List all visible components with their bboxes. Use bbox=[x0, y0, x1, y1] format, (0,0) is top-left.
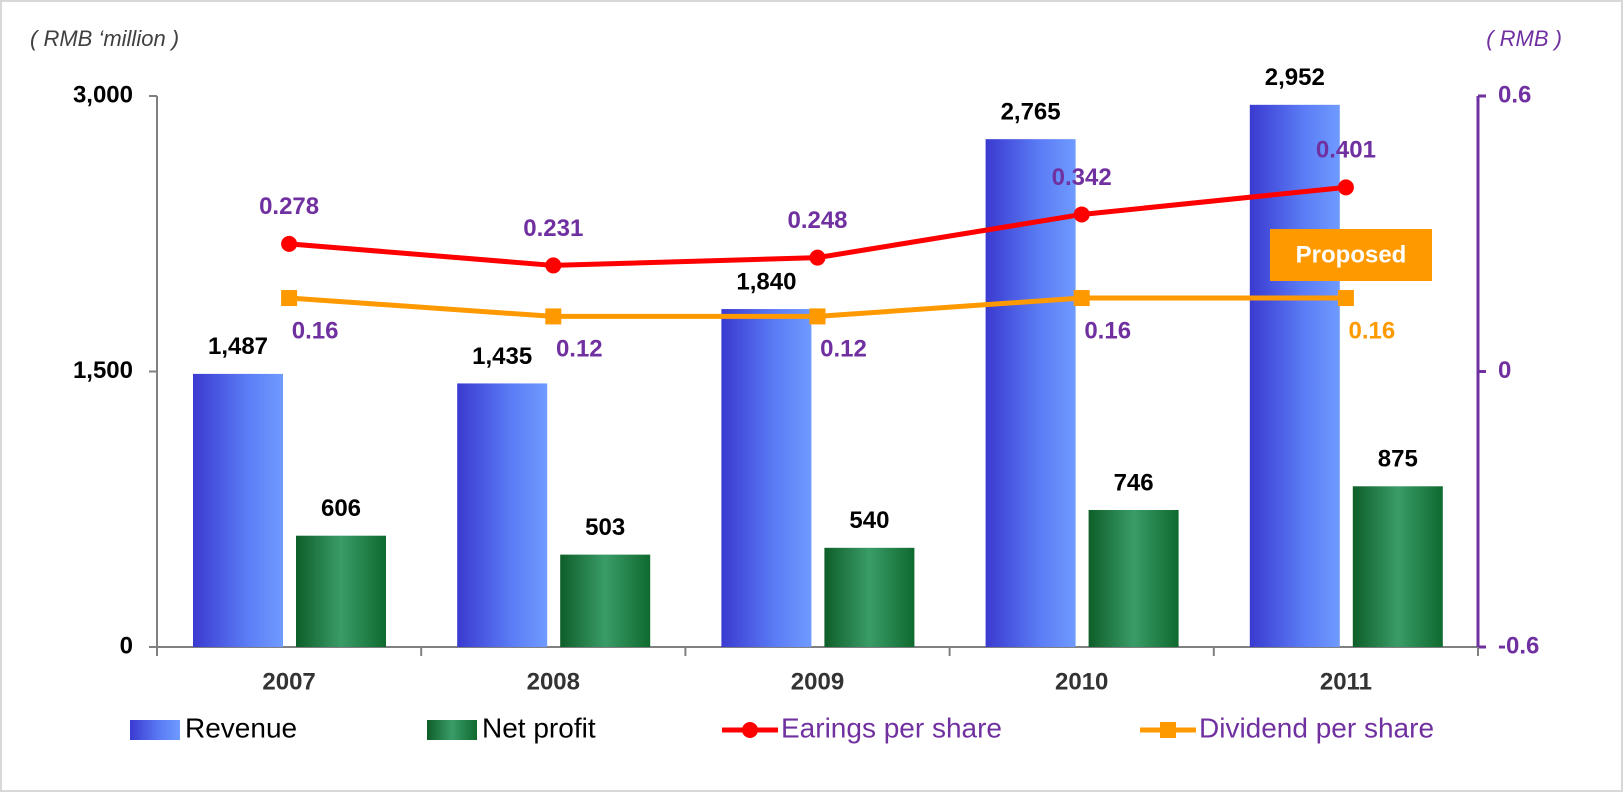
y2-tick-label: -0.6 bbox=[1498, 632, 1539, 659]
marker bbox=[281, 290, 298, 307]
y2-axis-label: ( RMB ) bbox=[1486, 26, 1562, 51]
annotation: Proposed bbox=[1296, 241, 1407, 268]
line-value-label: 0.16 bbox=[1349, 317, 1396, 344]
y-tick-label: 1,500 bbox=[73, 357, 133, 384]
bar bbox=[1352, 486, 1443, 647]
marker bbox=[1337, 290, 1354, 307]
marker bbox=[545, 257, 562, 274]
bar-value-label: 606 bbox=[321, 495, 361, 522]
x-tick-label: 2011 bbox=[1320, 668, 1372, 695]
bar bbox=[296, 535, 386, 647]
bar-value-label: 503 bbox=[585, 514, 625, 541]
bar-value-label: 2,765 bbox=[1001, 99, 1061, 126]
line-value-label: 0.12 bbox=[820, 336, 867, 363]
legend-label: Revenue bbox=[185, 712, 297, 743]
legend-marker bbox=[742, 722, 758, 738]
marker bbox=[1073, 206, 1090, 223]
marker bbox=[1073, 290, 1090, 307]
line-value-label: 0.342 bbox=[1052, 164, 1112, 191]
bar-value-label: 875 bbox=[1378, 446, 1418, 473]
marker bbox=[545, 308, 562, 325]
x-tick-label: 2007 bbox=[262, 668, 315, 695]
y-tick-label: 3,000 bbox=[73, 81, 133, 108]
x-tick-label: 2008 bbox=[527, 668, 580, 695]
bar-value-label: 540 bbox=[849, 507, 889, 534]
line-value-label: 0.401 bbox=[1316, 137, 1376, 164]
line-value-label: 0.16 bbox=[1084, 317, 1131, 344]
x-tick-label: 2009 bbox=[791, 668, 844, 695]
line-value-label: 0.12 bbox=[556, 336, 603, 363]
line-value-label: 0.248 bbox=[787, 207, 847, 234]
bar-value-label: 1,435 bbox=[472, 343, 532, 370]
bar-value-label: 746 bbox=[1114, 469, 1154, 496]
marker bbox=[1337, 179, 1354, 196]
legend-label: Dividend per share bbox=[1199, 712, 1434, 743]
line-value-label: 0.278 bbox=[259, 193, 319, 220]
bar bbox=[457, 383, 548, 647]
legend-swatch bbox=[130, 720, 180, 740]
bar-value-label: 1,487 bbox=[208, 333, 268, 360]
x-tick-label: 2010 bbox=[1055, 668, 1108, 695]
bar bbox=[824, 547, 915, 647]
marker bbox=[809, 308, 826, 325]
bar bbox=[1088, 509, 1179, 647]
line-value-label: 0.231 bbox=[523, 215, 583, 242]
y2-tick-label: 0.6 bbox=[1498, 81, 1531, 108]
legend-label: Earings per share bbox=[781, 712, 1002, 743]
bar bbox=[193, 373, 283, 647]
bar bbox=[721, 309, 812, 647]
marker bbox=[281, 235, 298, 252]
line-value-label: 0.16 bbox=[292, 317, 339, 344]
y-tick-label: 0 bbox=[120, 632, 133, 659]
bar-value-label: 1,840 bbox=[736, 268, 796, 295]
legend-label: Net profit bbox=[482, 712, 596, 743]
legend-marker bbox=[1160, 722, 1176, 738]
y-axis-label: ( RMB ‘million ) bbox=[30, 26, 179, 51]
bar bbox=[1249, 104, 1340, 648]
bar bbox=[560, 554, 651, 647]
annotation-box bbox=[1270, 229, 1432, 281]
legend-swatch bbox=[427, 720, 477, 740]
bar-value-label: 2,952 bbox=[1265, 64, 1325, 91]
marker bbox=[809, 249, 826, 266]
y2-tick-label: 0 bbox=[1498, 357, 1511, 384]
